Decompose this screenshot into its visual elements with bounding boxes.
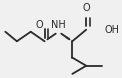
- Text: OH: OH: [104, 25, 119, 35]
- Text: O: O: [82, 3, 90, 13]
- Text: NH: NH: [51, 20, 66, 30]
- Text: O: O: [35, 20, 43, 30]
